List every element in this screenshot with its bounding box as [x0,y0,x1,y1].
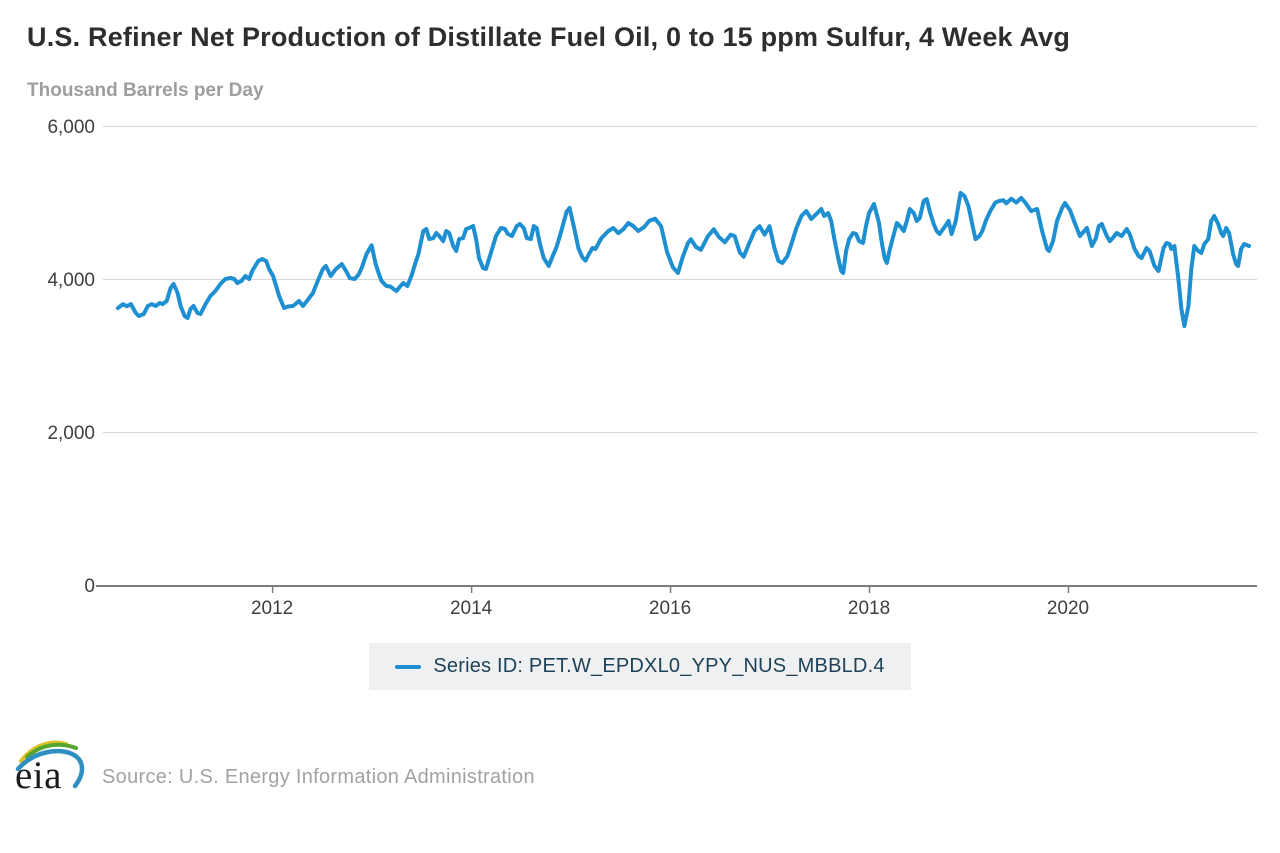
legend-row: Series ID: PET.W_EPDXL0_YPY_NUS_MBBLD.4 [0,643,1280,691]
svg-text:4,000: 4,000 [47,270,95,291]
svg-text:0: 0 [84,576,95,597]
gridlines [103,126,1257,434]
svg-text:2,000: 2,000 [47,423,95,444]
x-axis-labels: 2012 2014 2016 2018 2020 [251,598,1089,619]
svg-text:2020: 2020 [1047,598,1089,619]
svg-text:2012: 2012 [251,598,293,619]
chart-area: 0 2,000 4,000 6,000 2012 2014 2016 2018 2020 [0,106,1280,638]
svg-text:2018: 2018 [848,598,890,619]
eia-chart-page: U.S. Refiner Net Production of Distillat… [0,18,1280,853]
eia-logo: eia [15,740,85,795]
footer: eia Source: U.S. Energy Information Admi… [14,735,1280,795]
svg-text:2016: 2016 [649,598,691,619]
production-line-chart: 0 2,000 4,000 6,000 2012 2014 2016 2018 2020 [47,117,1257,619]
svg-text:2014: 2014 [450,598,493,619]
svg-text:6,000: 6,000 [47,117,95,138]
source-attribution: Source: U.S. Energy Information Administ… [102,766,535,789]
series-line-swatch-icon [395,664,422,669]
x-axis [96,585,1257,594]
page-title: U.S. Refiner Net Production of Distillat… [27,22,1071,52]
legend-box: Series ID: PET.W_EPDXL0_YPY_NUS_MBBLD.4 [369,643,911,691]
series-line [115,191,1251,329]
y-axis-labels: 0 2,000 4,000 6,000 [47,117,95,597]
legend-series-label: Series ID: PET.W_EPDXL0_YPY_NUS_MBBLD.4 [433,655,885,678]
chart-units-label: Thousand Barrels per Day [27,80,264,102]
